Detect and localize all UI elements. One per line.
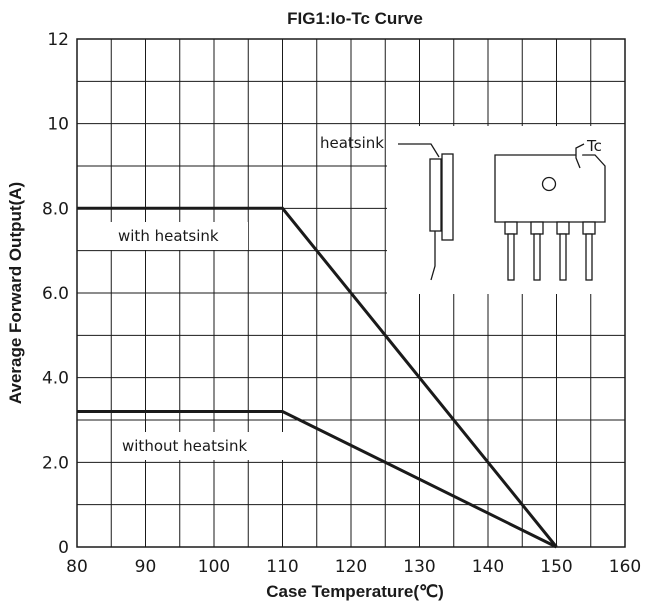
x-tick-label: 120 (335, 557, 367, 577)
component-drawing: heatsink Tc (320, 134, 606, 281)
x-tick-label: 130 (403, 557, 435, 577)
tc-leader (575, 143, 585, 169)
y-tick-label: 0 (58, 538, 69, 558)
heatsink-annotation: heatsink (320, 134, 384, 152)
y-tick-label: 12 (47, 30, 69, 50)
x-tick-label: 140 (472, 557, 504, 577)
series-line-without-heatsink (77, 410, 558, 549)
mounting-hole (541, 176, 557, 192)
label-bg-without-heatsink (112, 432, 290, 460)
series-label-with-heatsink: with heatsink (118, 227, 219, 245)
plot-frame (76, 38, 626, 548)
tick-labels: 80 90 100 110 120 130 140 150 160 0 2.0 4.0 6.0 8.0 10… (42, 30, 641, 577)
y-tick-label: 4.0 (42, 369, 69, 389)
series-line-with-heatsink (77, 206, 558, 548)
y-tick-label: 6.0 (42, 284, 69, 304)
chart-title: FIG1:Io-Tc Curve (287, 9, 423, 28)
x-axis-label: Case Temperature(℃) (266, 582, 444, 601)
x-tick-label: 160 (609, 557, 641, 577)
heatsink-leader (398, 143, 440, 158)
x-tick-label: 150 (540, 557, 572, 577)
side-lead (430, 231, 436, 281)
heatsink-plate (441, 153, 454, 241)
y-axis-label: Average Forward Output(A) (6, 182, 25, 404)
y-tick-label: 10 (47, 115, 69, 135)
x-tick-label: 90 (135, 557, 157, 577)
y-tick-label: 2.0 (42, 453, 69, 473)
device-side-body (429, 158, 442, 232)
x-tick-label: 80 (66, 557, 88, 577)
series (77, 206, 558, 549)
device-leads (504, 221, 596, 281)
tc-annotation: Tc (586, 137, 602, 155)
x-tick-label: 100 (198, 557, 230, 577)
series-label-without-heatsink: without heatsink (122, 437, 247, 455)
x-tick-label: 110 (266, 557, 298, 577)
label-bg-with-heatsink (110, 222, 248, 250)
y-tick-label: 8.0 (42, 199, 69, 219)
